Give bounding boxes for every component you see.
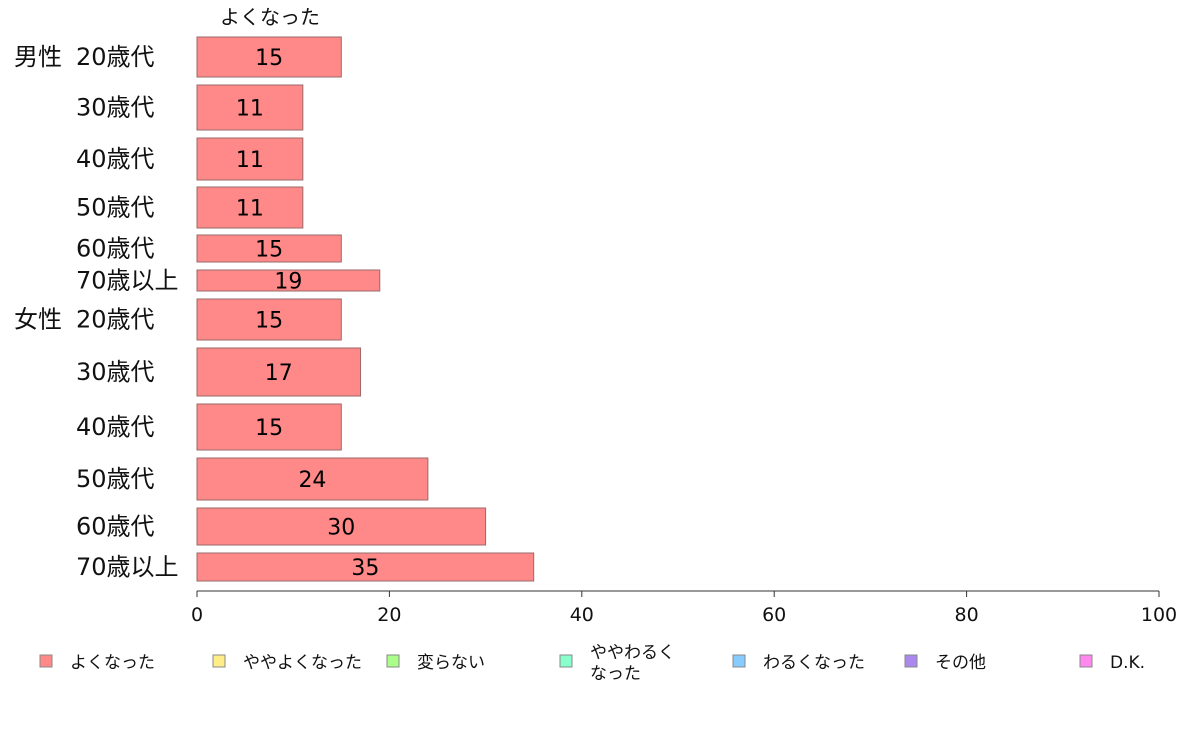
data-label: 24 — [298, 468, 326, 493]
bar — [196, 84, 304, 131]
legend-label: ややわるくなった — [590, 643, 675, 684]
row-label: 40歳代 — [76, 145, 155, 173]
data-label: 30 — [327, 516, 355, 541]
row-label: 20歳代 — [76, 43, 155, 71]
data-label: 17 — [265, 361, 293, 386]
row-label: 70歳以上 — [76, 553, 179, 581]
x-tick-label: 100 — [1141, 604, 1177, 626]
data-label: 11 — [236, 148, 264, 173]
bar — [196, 507, 487, 546]
row-label: 70歳以上 — [76, 267, 179, 295]
bar — [196, 234, 342, 263]
legend-swatch — [904, 654, 918, 668]
bar — [196, 186, 304, 229]
data-label: 19 — [274, 270, 302, 295]
legend-label: ややよくなった — [243, 653, 362, 673]
row-label: 30歳代 — [76, 94, 155, 122]
row-labels-layer: 20歳代男性30歳代40歳代50歳代60歳代70歳以上20歳代女性30歳代40歳… — [14, 43, 179, 581]
legend-label: 変らない — [417, 653, 485, 673]
data-label: 11 — [236, 197, 264, 222]
bar — [196, 457, 429, 501]
data-label: 15 — [255, 46, 283, 71]
legend-swatch — [212, 654, 226, 668]
bar — [196, 269, 381, 292]
legend-swatch — [732, 654, 746, 668]
data-label: 15 — [255, 309, 283, 334]
data-label: 15 — [255, 238, 283, 263]
x-axis: 0 20 40 60 80 100 — [191, 590, 1177, 626]
bar — [196, 347, 362, 397]
group-label: 男性 — [14, 43, 62, 71]
group-label: 女性 — [14, 306, 62, 334]
bar — [196, 552, 535, 582]
legend-swatch — [559, 654, 573, 668]
legend-swatch — [39, 654, 53, 668]
bar — [196, 403, 342, 451]
legend-swatch — [386, 654, 400, 668]
bar — [196, 137, 304, 181]
data-label: 15 — [255, 416, 283, 441]
row-label: 60歳代 — [76, 513, 155, 541]
x-tick-label: 80 — [955, 604, 979, 626]
legend-swatch — [1079, 654, 1093, 668]
legend-label: D.K. — [1110, 653, 1145, 673]
row-label: 60歳代 — [76, 235, 155, 263]
x-tick-label: 0 — [191, 604, 203, 626]
row-label: 50歳代 — [76, 465, 155, 493]
bar — [196, 298, 342, 341]
row-label: 50歳代 — [76, 194, 155, 222]
data-label: 11 — [236, 97, 264, 122]
x-tick-label: 60 — [762, 604, 786, 626]
legend-label: よくなった — [70, 653, 155, 673]
legend-label: わるくなった — [763, 653, 865, 673]
row-label: 40歳代 — [76, 413, 155, 441]
legend: よくなった ややよくなった 変らない ややわるくなった わるくなった その他 D.K. — [39, 643, 1145, 684]
x-tick-label: 20 — [377, 604, 401, 626]
column-header: よくなった — [220, 5, 320, 29]
bar — [196, 36, 342, 78]
row-label: 20歳代 — [76, 306, 155, 334]
legend-label: その他 — [935, 653, 986, 673]
data-label: 35 — [351, 556, 379, 581]
row-label: 30歳代 — [76, 358, 155, 386]
x-tick-label: 40 — [570, 604, 594, 626]
